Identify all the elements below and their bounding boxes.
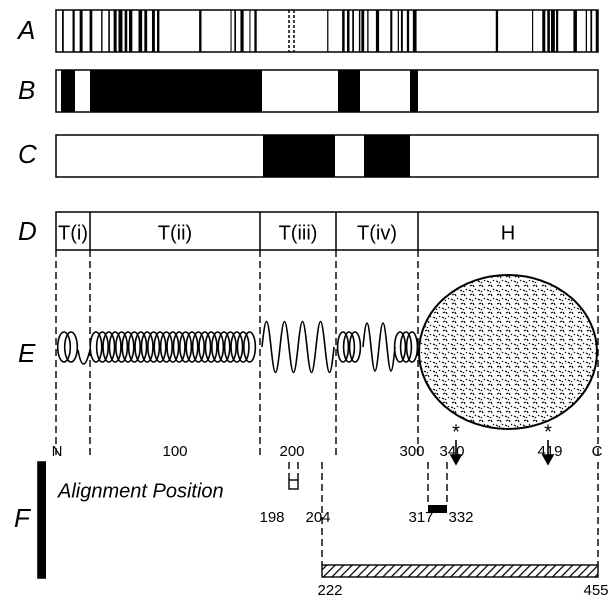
shape (118, 10, 122, 52)
shape (199, 10, 201, 52)
marker: * (452, 421, 460, 443)
shape (390, 10, 392, 52)
shape (590, 10, 592, 52)
track-b (56, 70, 598, 112)
shape (101, 10, 102, 52)
range-guides (289, 462, 598, 565)
range-198-204 (289, 480, 298, 489)
shape (363, 323, 395, 371)
domain-label: T(ii) (158, 222, 192, 244)
shape (347, 10, 349, 52)
shape (72, 10, 74, 52)
figure: A B C D E F T(i) T(ii) T(iii) T(iv) H * … (0, 0, 614, 602)
track-c (56, 135, 598, 177)
shape (367, 10, 368, 52)
shape (152, 10, 155, 52)
shape (144, 10, 147, 52)
axis-frame (38, 462, 46, 578)
domain-label: H (501, 222, 515, 244)
shape (78, 350, 90, 364)
shape (407, 10, 409, 52)
shape (359, 10, 360, 52)
marker: * (544, 421, 552, 443)
axis-tick: 340 (439, 443, 464, 460)
shape (327, 10, 328, 52)
domain-label: T(i) (58, 222, 88, 244)
shape (108, 10, 110, 52)
range-label: 198 (259, 509, 284, 526)
track-a (56, 10, 598, 52)
shape (157, 10, 159, 52)
axis-tick: C (592, 443, 603, 460)
shape (542, 10, 545, 52)
shape (262, 322, 334, 373)
shape (254, 10, 256, 52)
shape (114, 10, 117, 52)
range-label: 455 (583, 582, 608, 599)
shape (556, 10, 558, 52)
row-label: B (18, 75, 35, 105)
shape (376, 10, 379, 52)
range-222-455 (322, 565, 598, 577)
shape (125, 10, 128, 52)
globular-domain (419, 275, 597, 429)
range-label: 332 (448, 509, 473, 526)
domain-track (56, 212, 598, 250)
shape (249, 10, 250, 52)
domain-label: T(iii) (279, 222, 318, 244)
domain-label: T(iv) (357, 222, 397, 244)
shape (413, 10, 417, 52)
shape (62, 10, 64, 52)
axis-title: Alignment Position (57, 480, 224, 502)
shape (361, 10, 364, 52)
row-label: F (14, 503, 32, 533)
range-label: 222 (317, 582, 342, 599)
shape (586, 10, 587, 52)
shape (342, 10, 344, 52)
shape (573, 10, 576, 52)
row-label: C (18, 139, 37, 169)
row-label: E (18, 338, 36, 368)
axis-tick: 200 (279, 443, 304, 460)
shape (547, 10, 550, 52)
shape (401, 10, 403, 52)
row-label: A (16, 15, 35, 45)
axis-tick: 419 (537, 443, 562, 460)
structure (58, 322, 418, 373)
shape (352, 10, 354, 52)
row-label: D (18, 216, 37, 246)
axis-tick: 300 (399, 443, 424, 460)
range-label: 204 (305, 509, 330, 526)
shape (129, 10, 132, 52)
shape (80, 10, 83, 52)
axis-tick: N (52, 443, 63, 460)
shape (496, 10, 498, 52)
shape (532, 10, 533, 52)
barcode-a (62, 10, 598, 52)
shape (551, 10, 555, 52)
shape (240, 10, 243, 52)
shape (234, 10, 236, 52)
range-label: 317 (408, 509, 433, 526)
shape (90, 10, 93, 52)
shape (139, 10, 143, 52)
shape (398, 10, 399, 52)
shape (231, 10, 232, 52)
axis-tick: 100 (162, 443, 187, 460)
